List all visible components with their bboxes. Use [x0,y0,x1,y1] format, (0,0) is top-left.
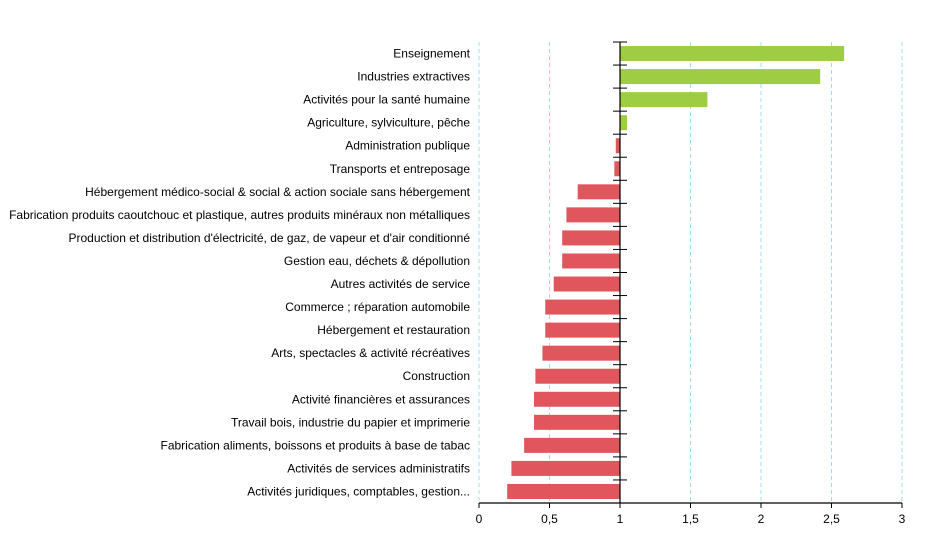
category-label: Agriculture, sylviculture, pêche [307,116,470,130]
bar [620,92,708,108]
category-label: Transports et entreposage [330,162,471,176]
bar [620,115,628,131]
bar [542,345,620,361]
category-label: Construction [403,369,470,383]
bar [535,368,620,384]
bar [545,322,620,338]
x-tick-label: 2,5 [823,512,840,526]
bar [553,276,620,292]
category-label: Industries extractives [357,70,470,84]
category-label: Travail bois, industrie du papier et imp… [231,415,470,429]
x-tick-label: 0,5 [541,512,558,526]
category-label: Fabrication produits caoutchouc et plast… [9,208,470,222]
bar [620,69,821,85]
bar [533,391,620,407]
bar [615,138,620,154]
category-label: Gestion eau, déchets & dépollution [284,254,470,268]
bar [562,253,620,269]
category-label: Hébergement médico-social & social & act… [85,185,471,199]
grid-lines [478,42,903,503]
bar [620,46,845,62]
category-label: Arts, spectacles & activité récréatives [271,346,470,360]
bar [614,161,620,177]
axes [478,41,903,508]
bar [577,184,620,200]
x-tick-label: 1 [617,512,624,526]
category-label: Fabrication aliments, boissons et produi… [160,438,470,452]
bars [507,46,845,499]
x-tick-label: 2 [758,512,765,526]
category-label: Administration publique [345,139,470,153]
category-label: Activité financières et assurances [292,392,470,406]
x-tick-label: 3 [899,512,906,526]
category-label: Activités juridiques, comptables, gestio… [247,484,470,498]
category-labels: Enseignement Industries extractives Activi… [9,47,471,499]
x-tick-labels: 0 0,5 1 1,5 2 2,5 3 [476,512,906,526]
bar [545,299,620,315]
category-label: Activités de services administratifs [287,461,470,475]
x-tick-label: 0 [476,512,483,526]
category-label: Enseignement [393,47,470,61]
category-label: Commerce ; réparation automobile [285,300,470,314]
category-label: Production et distribution d'électricité… [69,231,471,245]
bar [511,460,620,476]
bar [524,437,620,453]
bar [533,414,620,430]
bar [566,207,620,223]
bar [562,230,620,246]
category-label: Autres activités de service [331,277,471,291]
category-label: Hébergement et restauration [317,323,470,337]
bar [507,483,620,499]
x-tick-label: 1,5 [682,512,699,526]
category-label: Activités pour la santé humaine [303,93,470,107]
